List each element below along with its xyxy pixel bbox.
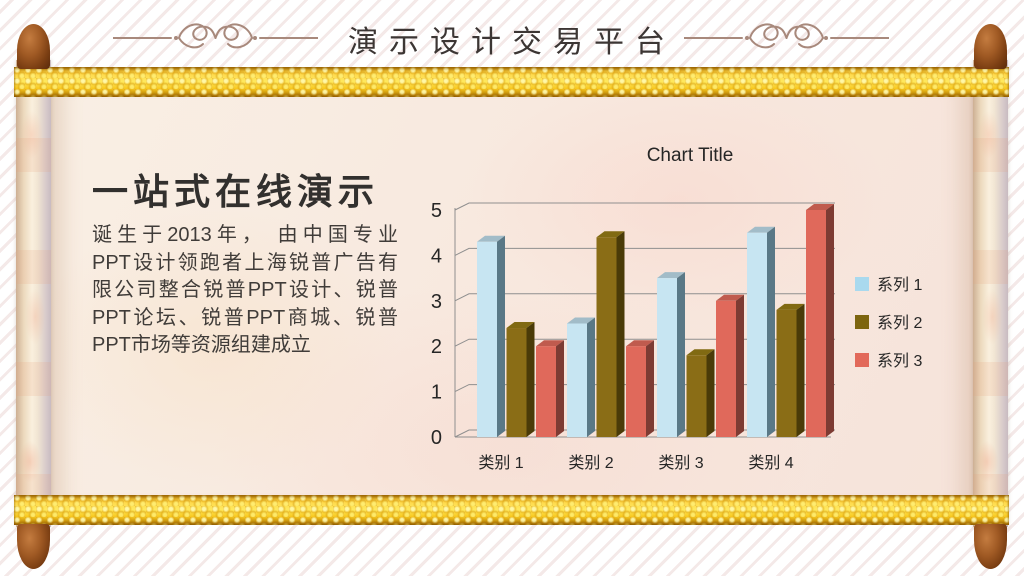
bar-top-face (716, 294, 744, 301)
gridline (454, 338, 835, 347)
gold-band-top (14, 67, 1009, 97)
bar (776, 309, 797, 437)
bar (536, 346, 556, 437)
bar-side-face (677, 272, 685, 437)
x-axis-category-label: 类别 3 (658, 454, 703, 472)
bar-top-face (477, 235, 505, 242)
bar (806, 210, 826, 437)
bar (747, 232, 767, 437)
legend-label: 系列 2 (877, 314, 922, 332)
bar-side-face (497, 235, 505, 437)
bar-side-face (556, 340, 564, 437)
bar-side-face (706, 349, 715, 437)
gold-band-bottom (14, 495, 1009, 525)
y-axis-tick-label: 3 (431, 291, 442, 313)
bar-side-face (526, 322, 535, 437)
bar (567, 323, 587, 437)
wood-knob-top-right (974, 24, 1007, 69)
legend-swatch (855, 353, 869, 367)
legend-label: 系列 3 (877, 352, 922, 370)
bar (716, 300, 736, 437)
bar-top-face (626, 340, 654, 347)
wood-knob-bottom-left (17, 524, 50, 569)
page-title: 演示设计交易平台 (348, 26, 676, 59)
y-axis-tick-label: 1 (431, 382, 442, 404)
bar-top-face (806, 204, 834, 210)
paragraph-line: 诞生于2013年， 由中国专业 (92, 224, 398, 246)
y-axis-tick-label: 2 (431, 336, 442, 358)
bar-side-face (587, 317, 595, 437)
y-axis-tick-label: 4 (431, 245, 442, 267)
bar-side-face (616, 231, 625, 437)
bar-side-face (646, 340, 654, 437)
legend-swatch (855, 277, 869, 291)
bar-top-face (776, 303, 805, 310)
bar-side-face (767, 226, 775, 437)
flourish-ornament-left-icon (113, 23, 318, 49)
paragraph-line: PPT设计领跑者上海锐普广告有 (92, 251, 398, 274)
bar-side-face (796, 303, 805, 437)
bar-side-face (736, 294, 744, 437)
paragraph-line: PPT市场等资源组建成立 (92, 334, 311, 356)
bar-side-face (826, 204, 834, 437)
wood-knob-top-left (17, 24, 50, 69)
bar-top-face (686, 349, 715, 356)
legend-label: 系列 1 (877, 276, 922, 294)
bar (626, 346, 646, 437)
paragraph: 诞生于2013年， 由中国专业 PPT设计领跑者上海锐普广告有 限公司整合锐普P… (92, 222, 398, 360)
paragraph-line: PPT论坛、锐普PPT商城、锐普 (92, 306, 398, 329)
bar (477, 241, 497, 437)
flourish-ornament-right-icon (684, 23, 889, 49)
paragraph-line: 限公司整合锐普PPT设计、锐普 (92, 279, 398, 301)
content-heading: 一站式在线演示 (92, 171, 380, 212)
bar-top-face (567, 317, 595, 324)
bar-top-face (596, 231, 625, 238)
bar-top-face (747, 226, 775, 233)
wood-knob-bottom-right (974, 524, 1007, 569)
x-axis-category-label: 类别 2 (568, 454, 613, 472)
x-axis-category-label: 类别 1 (478, 454, 523, 472)
bar (596, 237, 617, 437)
y-axis-tick-label: 5 (431, 200, 442, 222)
y-axis-tick-label: 0 (431, 427, 442, 449)
bar-chart: 0 1 2 3 4 5 类别 1 类别 2 类别 3 类别 4 系列 1 系列 2 系列 3 (431, 200, 923, 472)
scroll-roller-right (973, 60, 1008, 527)
bar-top-face (536, 340, 564, 347)
gridline (454, 247, 835, 256)
x-axis-category-label: 类别 4 (748, 454, 793, 472)
gridline (454, 202, 835, 211)
legend-swatch (855, 315, 869, 329)
chart-title: Chart Title (646, 145, 734, 166)
gridline (454, 293, 835, 302)
scroll-roller-left (16, 60, 51, 527)
bar-top-face (506, 322, 535, 329)
bar (506, 328, 527, 437)
bar (686, 355, 707, 437)
bar-top-face (657, 272, 685, 279)
bar (657, 278, 677, 437)
